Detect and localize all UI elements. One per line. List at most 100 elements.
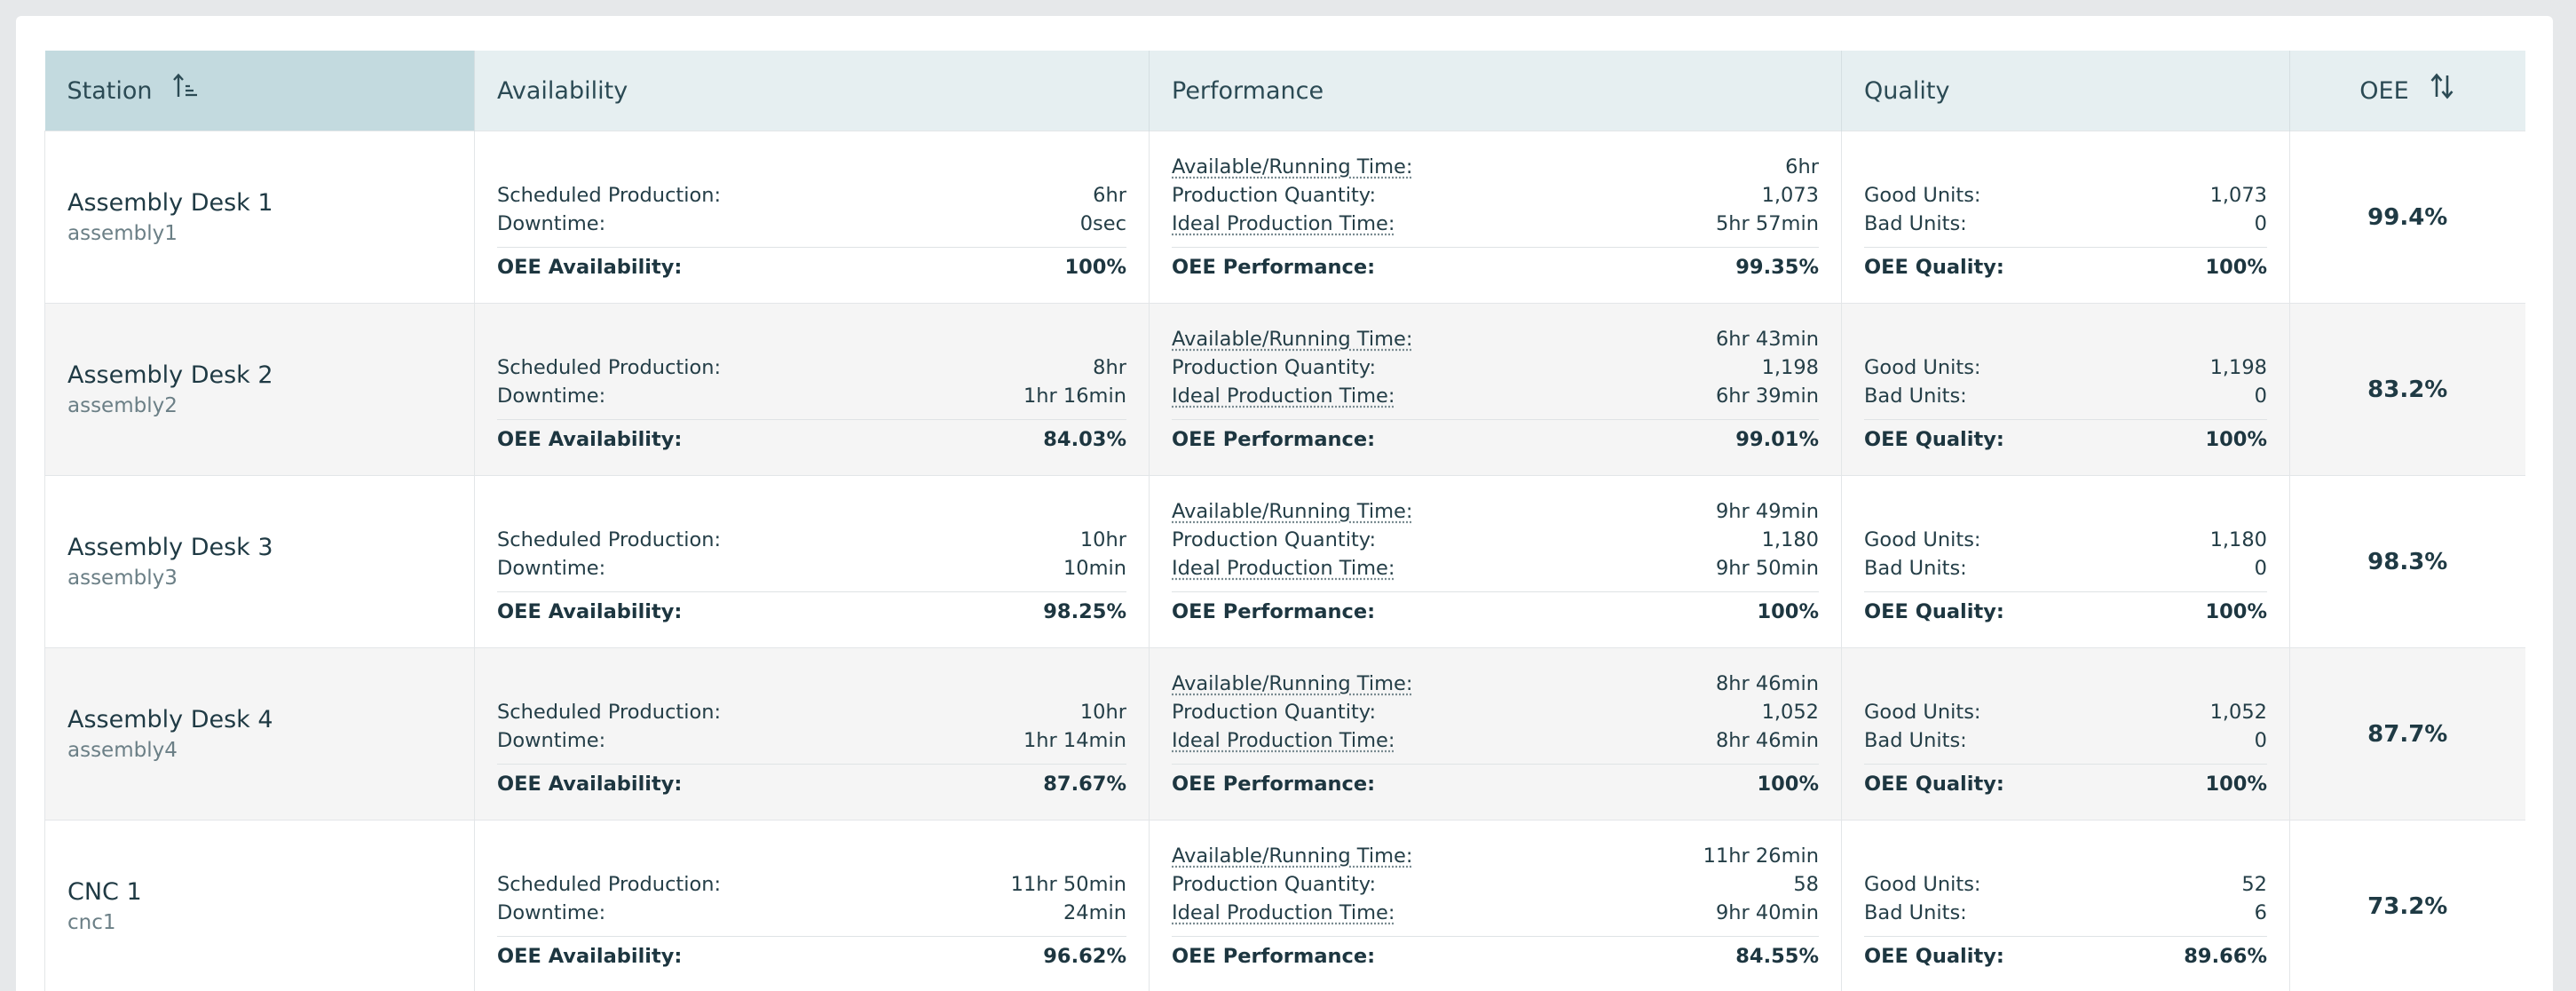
good-units-value: 1,180 [2209,528,2267,551]
downtime-value: 1hr 16min [1023,385,1126,408]
running-time-row: Available/Running Time: 8hr 46min [1172,670,1819,698]
oee-availability-row: OEE Availability: 87.67% [497,764,1126,798]
oee-quality-label: OEE Quality: [1864,600,2004,623]
oee-quality-label: OEE Quality: [1864,773,2004,796]
table-row[interactable]: Assembly Desk 1 assembly1 Scheduled Prod… [44,131,2525,304]
oee-availability-label: OEE Availability: [497,945,683,969]
quality-cell: Good Units: 52 Bad Units: 6 OEE Quality:… [1841,820,2290,991]
oee-table: Station Availability [44,51,2525,991]
ideal-production-time-label[interactable]: Ideal Production Time: [1172,901,1395,925]
running-time-label[interactable]: Available/Running Time: [1172,672,1413,695]
running-time-label[interactable]: Available/Running Time: [1172,328,1413,351]
sort-ascending-icon[interactable] [172,72,199,107]
quality-column-header: Quality [1841,51,2290,131]
ideal-production-time-label[interactable]: Ideal Production Time: [1172,385,1395,408]
oee-availability-row: OEE Availability: 100% [497,247,1126,281]
oee-performance-row: OEE Performance: 99.35% [1172,247,1819,281]
oee-quality-row: OEE Quality: 100% [1864,591,2267,626]
good-units-value: 1,052 [2209,701,2267,724]
oee-quality-value: 100% [2205,600,2267,623]
bad-units-value: 0 [2254,729,2267,752]
running-time-value: 6hr 43min [1715,328,1819,351]
good-units-row: Good Units: 1,198 [1864,353,2267,382]
production-quantity-value: 58 [1793,873,1819,897]
ideal-production-time-label[interactable]: Ideal Production Time: [1172,729,1395,752]
production-quantity-value: 1,052 [1761,701,1819,724]
sort-both-icon[interactable] [2429,72,2455,107]
oee-availability-value: 98.25% [1043,600,1126,623]
downtime-row: Downtime: 1hr 14min [497,726,1126,755]
table-row[interactable]: Assembly Desk 3 assembly3 Scheduled Prod… [44,475,2525,648]
running-time-row: Available/Running Time: 6hr 43min [1172,325,1819,353]
table-row[interactable]: Assembly Desk 4 assembly4 Scheduled Prod… [44,647,2525,821]
bad-units-label: Bad Units: [1864,729,1967,752]
production-quantity-row: Production Quantity: 1,052 [1172,698,1819,726]
table-row[interactable]: CNC 1 cnc1 Scheduled Production: 11hr 50… [44,820,2525,991]
oee-cell: 73.2% [2289,820,2525,991]
oee-value: 83.2% [2367,376,2448,403]
oee-cell: 87.7% [2289,647,2525,821]
oee-quality-value: 100% [2205,773,2267,796]
downtime-label: Downtime: [497,729,606,752]
oee-availability-value: 84.03% [1043,428,1126,451]
oee-availability-row: OEE Availability: 96.62% [497,936,1126,971]
performance-cell: Available/Running Time: 9hr 49min Produc… [1149,475,1842,648]
downtime-label: Downtime: [497,557,606,580]
station-cell: Assembly Desk 4 assembly4 [44,647,475,821]
downtime-label: Downtime: [497,901,606,925]
station-header-label: Station [67,76,153,105]
oee-quality-row: OEE Quality: 100% [1864,247,2267,281]
running-time-row: Available/Running Time: 11hr 26min [1172,842,1819,870]
availability-cell: Scheduled Production: 11hr 50min Downtim… [474,820,1150,991]
station-column-header[interactable]: Station [44,51,475,131]
oee-performance-value: 99.01% [1735,428,1819,451]
station-name: Assembly Desk 3 [67,533,273,561]
good-units-row: Good Units: 1,052 [1864,698,2267,726]
station-name: Assembly Desk 4 [67,705,273,733]
oee-quality-row: OEE Quality: 100% [1864,419,2267,454]
quality-header-label: Quality [1864,76,1950,105]
downtime-row: Downtime: 10min [497,554,1126,583]
downtime-value: 1hr 14min [1023,729,1126,752]
oee-availability-label: OEE Availability: [497,256,683,279]
downtime-value: 0sec [1079,212,1126,235]
oee-value: 87.7% [2367,720,2448,748]
good-units-row: Good Units: 1,180 [1864,526,2267,554]
availability-cell: Scheduled Production: 6hr Downtime: 0sec… [474,131,1150,304]
good-units-label: Good Units: [1864,701,1981,724]
availability-column-header: Availability [474,51,1150,131]
availability-cell: Scheduled Production: 10hr Downtime: 10m… [474,475,1150,648]
oee-performance-value: 99.35% [1735,256,1819,279]
station-name: Assembly Desk 1 [67,188,273,217]
downtime-value: 24min [1063,901,1126,925]
oee-availability-label: OEE Availability: [497,600,683,623]
table-row[interactable]: Assembly Desk 2 assembly2 Scheduled Prod… [44,303,2525,476]
oee-availability-value: 100% [1064,256,1126,279]
performance-cell: Available/Running Time: 6hr Production Q… [1149,131,1842,304]
ideal-production-time-label[interactable]: Ideal Production Time: [1172,212,1395,235]
scheduled-production-row: Scheduled Production: 6hr [497,181,1126,210]
quality-cell: Good Units: 1,198 Bad Units: 0 OEE Quali… [1841,303,2290,476]
ideal-production-time-label[interactable]: Ideal Production Time: [1172,557,1395,580]
good-units-value: 1,198 [2209,356,2267,379]
scheduled-production-value: 10hr [1079,701,1126,724]
ideal-production-time-value: 9hr 40min [1715,901,1819,925]
running-time-label[interactable]: Available/Running Time: [1172,844,1413,868]
running-time-label[interactable]: Available/Running Time: [1172,155,1413,178]
bad-units-value: 0 [2254,385,2267,408]
oee-column-header[interactable]: OEE [2289,51,2525,131]
quality-cell: Good Units: 1,052 Bad Units: 0 OEE Quali… [1841,647,2290,821]
ideal-production-time-row: Ideal Production Time: 6hr 39min [1172,382,1819,410]
running-time-row: Available/Running Time: 9hr 49min [1172,497,1819,526]
oee-quality-label: OEE Quality: [1864,256,2004,279]
ideal-production-time-row: Ideal Production Time: 8hr 46min [1172,726,1819,755]
oee-quality-label: OEE Quality: [1864,945,2004,969]
downtime-value: 10min [1063,557,1126,580]
running-time-label[interactable]: Available/Running Time: [1172,500,1413,523]
scheduled-production-label: Scheduled Production: [497,873,722,897]
production-quantity-row: Production Quantity: 1,198 [1172,353,1819,382]
production-quantity-label: Production Quantity: [1172,528,1377,551]
performance-header-label: Performance [1172,76,1324,105]
quality-cell: Good Units: 1,073 Bad Units: 0 OEE Quali… [1841,131,2290,304]
oee-performance-label: OEE Performance: [1172,428,1376,451]
